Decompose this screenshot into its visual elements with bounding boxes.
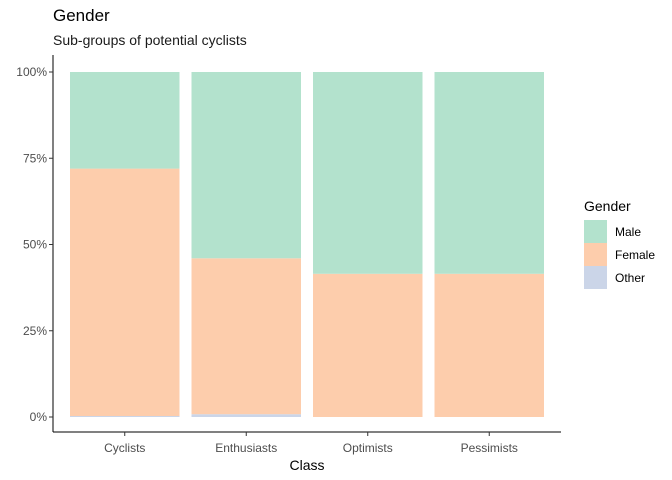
legend-key-female bbox=[584, 243, 607, 266]
bar-male-pessimists bbox=[434, 72, 544, 274]
legend-label-female: Female bbox=[615, 248, 655, 262]
bar-male-optimists bbox=[313, 72, 423, 274]
legend-key-male bbox=[584, 220, 607, 243]
y-tick-label: 75% bbox=[23, 151, 47, 165]
chart-subtitle: Sub-groups of potential cyclists bbox=[53, 32, 247, 48]
y-tick-label: 25% bbox=[23, 324, 47, 338]
y-tick-label: 100% bbox=[16, 65, 47, 79]
x-tick-label: Cyclists bbox=[104, 441, 145, 455]
bar-other-enthusiasts bbox=[191, 414, 301, 417]
y-tick-label: 0% bbox=[30, 410, 48, 424]
bar-female-optimists bbox=[313, 273, 423, 417]
bar-female-enthusiasts bbox=[191, 258, 301, 415]
x-axis-title: Class bbox=[289, 457, 324, 473]
legend-label-other: Other bbox=[615, 271, 645, 285]
bar-other-cyclists bbox=[70, 416, 180, 417]
legend-title: Gender bbox=[584, 198, 631, 214]
bar-male-enthusiasts bbox=[191, 72, 301, 259]
bar-female-pessimists bbox=[434, 273, 544, 417]
x-tick-label: Optimists bbox=[343, 441, 393, 455]
chart-title: Gender bbox=[53, 6, 110, 25]
legend-key-other bbox=[584, 266, 607, 289]
bar-male-cyclists bbox=[70, 72, 180, 169]
x-tick-label: Enthusiasts bbox=[215, 441, 277, 455]
bar-female-cyclists bbox=[70, 168, 180, 416]
x-tick-label: Pessimists bbox=[461, 441, 518, 455]
y-tick-label: 50% bbox=[23, 238, 47, 252]
legend-label-male: Male bbox=[615, 225, 641, 239]
